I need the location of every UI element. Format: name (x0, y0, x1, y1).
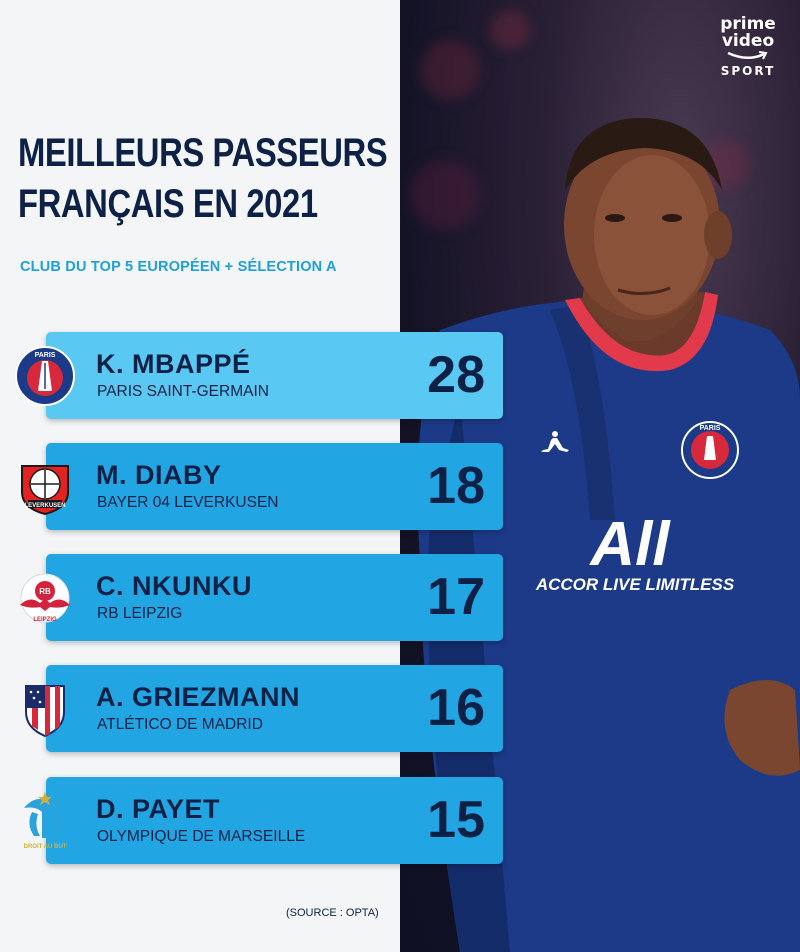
logo-prime-text: prime (720, 14, 776, 34)
assist-count: 28 (427, 346, 485, 404)
ranking-row: K. MBAPPÉ PARIS SAINT-GERMAIN 28 (46, 332, 503, 419)
player-name: A. GRIEZMANN (96, 682, 300, 712)
rb-leipzig-crest-icon: RB LEIPZIG (20, 573, 70, 623)
ranking-row: M. DIABY BAYER 04 LEVERKUSEN 18 (46, 443, 503, 530)
svg-text:DROIT AU BUT: DROIT AU BUT (24, 844, 67, 850)
svg-text:LEIPZIG: LEIPZIG (33, 617, 57, 623)
assist-count: 15 (427, 791, 485, 849)
prime-video-sport-logo: prime video SPORT (716, 14, 780, 79)
ranking-row: D. PAYET OLYMPIQUE DE MARSEILLE 15 (46, 777, 503, 864)
page-title: MEILLEURS PASSEURS FRANÇAIS EN 2021 (18, 128, 388, 230)
smile-arrow-icon (727, 51, 768, 60)
club-name: PARIS SAINT-GERMAIN (97, 383, 269, 400)
svg-text:PARIS: PARIS (35, 352, 56, 359)
player-illustration: PARIS All ACCOR LIVE LIMITLESS (417, 118, 800, 952)
title-line-2: FRANÇAIS EN 2021 (18, 182, 318, 226)
assist-count: 16 (427, 679, 485, 737)
player-name: D. PAYET (96, 794, 221, 824)
atletico-madrid-crest-icon (25, 685, 65, 738)
psg-crest-icon: PARIS (15, 346, 75, 406)
olympique-marseille-crest-icon: DROIT AU BUT (24, 792, 67, 850)
logo-video-text: video (721, 31, 775, 51)
player-photo: PARIS All ACCOR LIVE LIMITLESS (400, 0, 800, 952)
player-name: C. NKUNKU (96, 571, 252, 601)
source-note: (SOURCE : OPTA) (286, 907, 379, 919)
club-name: RB LEIPZIG (97, 605, 183, 622)
svg-text:LEVERKUSEN: LEVERKUSEN (24, 503, 65, 509)
club-name: BAYER 04 LEVERKUSEN (97, 494, 279, 511)
ranking-row: C. NKUNKU RB LEIPZIG 17 (46, 554, 503, 641)
svg-text:ACCOR LIVE LIMITLESS: ACCOR LIVE LIMITLESS (535, 575, 735, 594)
svg-text:All: All (588, 510, 671, 579)
ranking-row: A. GRIEZMANN ATLÉTICO DE MADRID 16 (46, 665, 503, 752)
subtitle: CLUB DU TOP 5 EUROPÉEN + SÉLECTION A (20, 259, 337, 275)
svg-text:RB: RB (39, 587, 51, 596)
player-name: K. MBAPPÉ (96, 349, 251, 379)
title-line-1: MEILLEURS PASSEURS (18, 131, 388, 175)
assist-count: 17 (427, 568, 485, 626)
assist-count: 18 (427, 457, 485, 515)
bayer-leverkusen-crest-icon: LEVERKUSEN (21, 465, 69, 516)
svg-text:PARIS: PARIS (700, 425, 721, 432)
logo-sport-text: SPORT (720, 64, 776, 78)
club-name: ATLÉTICO DE MADRID (97, 716, 263, 733)
club-name: OLYMPIQUE DE MARSEILLE (97, 828, 306, 845)
player-name: M. DIABY (96, 460, 222, 490)
